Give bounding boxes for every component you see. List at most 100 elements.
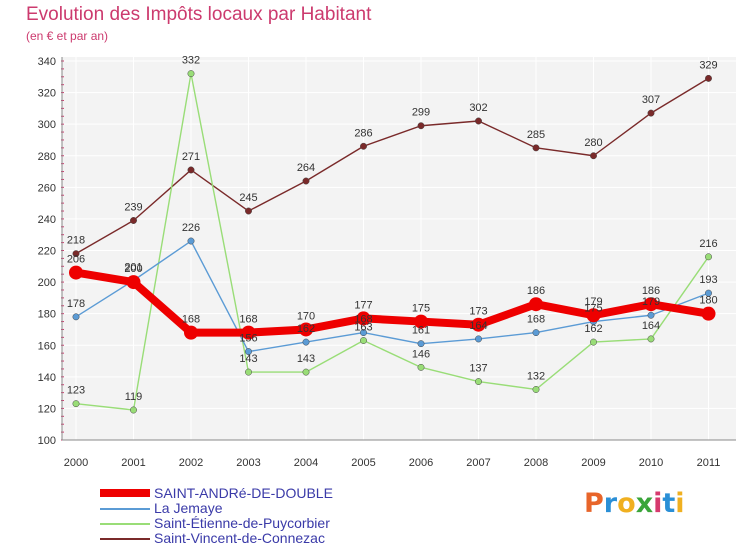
data-point [360,142,367,150]
data-point [475,117,482,125]
data-point [126,275,141,290]
data-label: 179 [642,296,660,308]
x-tick-label: 2010 [639,457,663,469]
proxiti-logo: Proxiti [584,488,685,519]
data-label: 132 [527,370,545,382]
data-label: 137 [469,363,487,375]
x-tick-label: 2011 [697,457,721,469]
data-label: 285 [527,129,545,141]
data-label: 286 [354,127,372,139]
logo-letter: r [603,488,618,519]
data-label: 180 [699,295,717,307]
data-point [529,297,543,312]
data-point [356,311,371,326]
data-point [586,308,601,323]
data-point [245,207,252,215]
data-point [701,306,716,321]
data-point [647,335,655,343]
data-label: 163 [354,322,372,334]
data-label: 179 [584,296,602,308]
legend-swatch [100,489,150,497]
legend-swatch [100,523,150,525]
legend-swatch [100,508,150,510]
data-point [72,250,80,258]
data-label: 280 [584,137,602,149]
data-point [532,386,540,393]
data-label: 332 [182,55,200,67]
data-point [302,338,310,346]
logo-letter: i [675,488,685,519]
x-tick-label: 2008 [524,457,548,469]
data-point [360,337,367,344]
data-point [241,325,256,340]
data-label: 307 [642,94,660,106]
data-label: 173 [469,306,487,318]
logo-letter: x [635,488,654,519]
y-tick-label: 320 [38,88,56,100]
legend-label: Saint-Vincent-de-Connezac [154,530,325,546]
chart-title: Evolution des Impôts locaux par Habitant [26,4,372,25]
data-point [590,152,597,160]
logo-letter: i [653,488,663,519]
data-label: 164 [469,320,487,332]
data-label: 201 [124,262,142,274]
data-label: 162 [584,323,602,335]
data-point [705,253,712,261]
data-point [302,177,310,185]
data-point [647,311,655,319]
legend-label: La Jemaye [154,500,223,516]
data-point [245,348,252,356]
y-tick-label: 180 [38,309,56,321]
data-point [299,322,313,337]
series-line-1 [75,240,709,353]
data-label: 168 [354,314,372,326]
x-tick-label: 2005 [351,457,375,469]
data-point [184,325,198,340]
data-label: 161 [412,325,430,337]
data-point [187,166,195,174]
y-tick-label: 280 [38,151,56,163]
data-label: 146 [412,348,430,360]
data-label: 168 [182,314,200,326]
data-label: 206 [67,254,85,266]
data-label: 226 [182,222,200,234]
data-point [72,313,80,321]
legend-label: Saint-Étienne-de-Puycorbier [154,515,330,531]
data-point [417,363,425,371]
data-label: 175 [584,303,602,315]
x-tick-label: 2007 [466,457,490,469]
data-label: 299 [412,107,430,119]
data-label: 186 [527,285,545,297]
data-label: 271 [182,151,200,163]
x-tick-label: 2004 [294,457,318,469]
data-label: 193 [699,274,717,286]
data-point [69,265,83,280]
data-label: 123 [67,385,85,397]
y-tick-label: 300 [38,119,56,131]
y-tick-label: 240 [38,214,56,226]
y-tick-label: 200 [38,277,56,289]
data-label: 178 [67,298,85,310]
data-label: 200 [124,263,142,275]
x-tick-label: 2002 [179,457,203,469]
plot-background [62,57,736,440]
data-label: 164 [642,320,660,332]
data-point [130,217,137,224]
data-label: 329 [699,59,717,71]
data-point [130,406,137,414]
data-label: 156 [239,333,257,345]
data-point [417,340,425,348]
series-line-0 [75,268,710,337]
legend-label: SAINT-ANDRé-DE-DOUBLE [154,485,333,501]
legend-swatch [100,538,150,540]
x-tick-label: 2009 [581,457,605,469]
y-tick-label: 340 [38,56,56,68]
data-label: 175 [412,303,430,315]
y-tick-label: 140 [38,372,56,384]
data-point [417,122,425,130]
data-label: 170 [297,310,315,322]
data-point [475,335,482,343]
data-label: 302 [469,102,487,114]
